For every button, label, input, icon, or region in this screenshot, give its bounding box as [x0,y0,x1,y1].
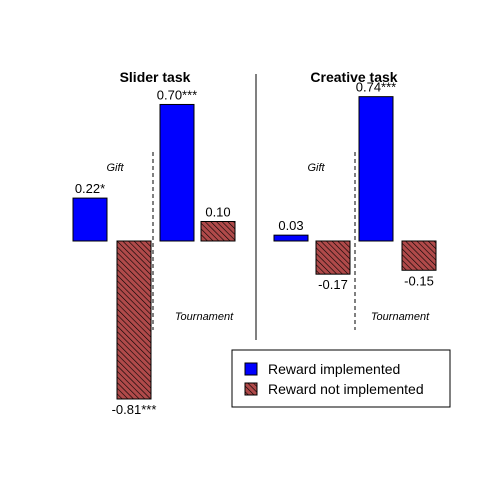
data-label: 0.70*** [157,87,197,102]
category-label-tournament: Tournament [371,311,430,323]
data-label: -0.15 [404,273,434,288]
data-label: 0.10 [205,204,230,219]
legend-frame [231,349,451,408]
data-label: -0.81*** [112,402,157,417]
bar-not-implemented-gift [116,240,152,400]
creative-task-panel: Creative task Gift Tournament 0.03 -0.17 0… [273,69,437,330]
legend-label-implemented: Reward implemented [268,361,400,377]
category-label-gift: Gift [307,162,325,174]
category-label-tournament: Tournament [175,311,234,323]
slider-task-panel: Slider task Gift Tournament 0.22* -0.81**… [72,69,236,417]
data-label: 0.74*** [356,80,396,95]
category-label-gift: Gift [106,162,124,174]
panel-title: Slider task [120,69,191,85]
panel-title: Creative task [310,69,397,85]
bar-implemented-gift [72,197,108,242]
bar-implemented-tournament [358,96,394,242]
legend-swatch-not-implemented [244,382,258,396]
data-label: 0.22* [75,181,105,196]
bar-not-implemented-tournament [200,220,236,242]
legend-label-not-implemented: Reward not implemented [268,381,424,397]
legend-swatch-implemented [244,362,258,376]
data-label: 0.03 [278,218,303,233]
bar-not-implemented-gift [315,240,351,275]
bar-implemented-tournament [159,103,195,242]
data-label: -0.17 [318,277,348,292]
bar-implemented-gift [273,234,309,242]
bar-not-implemented-tournament [401,240,437,271]
legend: Reward implemented Reward not implemente… [231,349,451,408]
